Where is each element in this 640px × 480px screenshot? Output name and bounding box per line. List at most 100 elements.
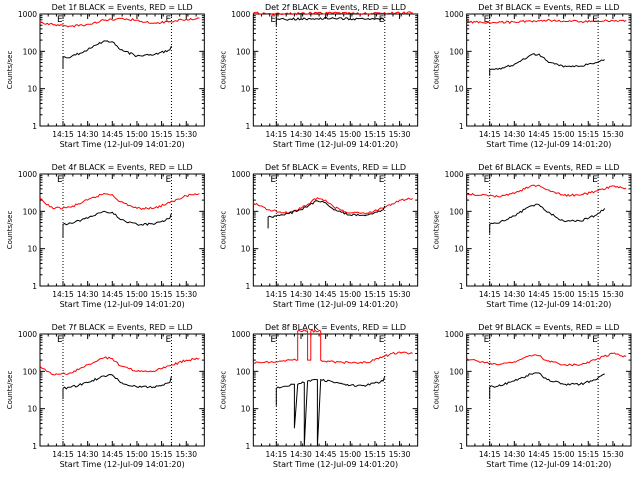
y-tick-label: 100 — [23, 367, 38, 376]
series-line-lld — [253, 11, 413, 16]
y-tick-label: 1 — [32, 282, 37, 291]
event-marker: E — [379, 335, 385, 345]
y-axis-label: Counts/sec — [433, 51, 441, 90]
y-axis-label: Counts/sec — [219, 371, 227, 410]
x-tick-label: 14:15 — [266, 450, 288, 459]
x-tick-label: 15:00 — [339, 450, 361, 459]
y-tick-label: 100 — [236, 207, 251, 216]
panel-title: Det 2f BLACK = Events, RED = LLD — [265, 3, 406, 12]
series-line-lld — [252, 197, 413, 215]
detector-panel-7: Det 7f BLACK = Events, RED = LLD 1 10 100 10… — [6, 323, 205, 469]
x-tick-label: 15:30 — [389, 450, 411, 459]
x-tick-label: 15:00 — [126, 450, 148, 459]
x-axis-label: Start Time (12-Jul-09 14:01:20) — [60, 140, 185, 149]
y-tick-label: 1 — [459, 282, 464, 291]
event-marker: E — [270, 15, 276, 25]
y-tick-label: 1000 — [18, 10, 37, 19]
x-tick-label: 14:45 — [315, 290, 337, 299]
panel-title: Det 8f BLACK = Events, RED = LLD — [265, 323, 406, 332]
detector-panel-3: Det 3f BLACK = Events, RED = LLD 1 10 100 10… — [433, 3, 632, 149]
x-axis-label: Start Time (12-Jul-09 14:01:20) — [273, 460, 398, 469]
x-tick-label: 14:45 — [528, 130, 550, 139]
event-marker: E — [379, 175, 385, 185]
detector-panel-4: Det 4f BLACK = Events, RED = LLD 1 10 100 10… — [6, 163, 205, 309]
panel-title: Det 7f BLACK = Events, RED = LLD — [52, 323, 193, 332]
event-marker: E — [270, 335, 276, 345]
x-tick-label: 15:30 — [602, 290, 624, 299]
panel-title: Det 6f BLACK = Events, RED = LLD — [478, 163, 619, 172]
x-tick-label: 14:30 — [504, 450, 526, 459]
x-tick-label: 14:30 — [290, 290, 312, 299]
detector-panel-1: Det 1f BLACK = Events, RED = LLD 1 10 100 10… — [6, 3, 205, 149]
y-axis-label: Counts/sec — [219, 51, 227, 90]
y-tick-label: 1000 — [445, 170, 464, 179]
y-tick-label: 1000 — [18, 330, 37, 339]
y-tick-label: 1 — [246, 442, 251, 451]
y-tick-label: 100 — [449, 367, 464, 376]
plot-frame — [466, 13, 632, 127]
x-axis-label: Start Time (12-Jul-09 14:01:20) — [273, 140, 398, 149]
series-line-events — [275, 375, 386, 447]
event-marker: E — [484, 175, 490, 185]
x-tick-label: 14:45 — [101, 290, 123, 299]
event-marker: E — [379, 15, 385, 25]
x-tick-label: 14:45 — [101, 130, 123, 139]
x-tick-label: 15:00 — [339, 290, 361, 299]
event-marker: E — [165, 335, 171, 345]
event-marker: E — [592, 15, 598, 25]
x-tick-label: 14:45 — [528, 450, 550, 459]
x-tick-label: 15:30 — [389, 130, 411, 139]
x-tick-label: 14:15 — [479, 290, 501, 299]
y-tick-label: 1 — [32, 122, 37, 131]
plot-frame — [252, 173, 419, 287]
y-tick-label: 100 — [449, 47, 464, 56]
x-tick-label: 15:15 — [151, 450, 173, 459]
plot-frame — [39, 333, 205, 447]
x-tick-label: 15:00 — [553, 130, 575, 139]
x-tick-label: 15:00 — [339, 130, 361, 139]
detector-panel-9: Det 9f BLACK = Events, RED = LLD 1 10 100 10… — [433, 323, 632, 469]
series-line-events — [275, 16, 386, 26]
detector-panel-5: Det 5f BLACK = Events, RED = LLD 1 10 100 10… — [219, 163, 419, 309]
panel-title: Det 3f BLACK = Events, RED = LLD — [478, 3, 619, 12]
x-tick-label: 14:15 — [266, 130, 288, 139]
event-marker: E — [57, 335, 63, 345]
event-marker: E — [484, 335, 490, 345]
x-tick-label: 14:15 — [266, 290, 288, 299]
x-tick-label: 14:30 — [77, 130, 99, 139]
plot-frame — [466, 173, 632, 287]
x-tick-label: 14:15 — [479, 450, 501, 459]
event-marker: E — [165, 175, 171, 185]
x-tick-label: 14:45 — [315, 450, 337, 459]
y-axis-label: Counts/sec — [433, 371, 441, 410]
y-tick-label: 100 — [449, 207, 464, 216]
series-line-lld — [39, 17, 200, 28]
x-tick-label: 14:30 — [77, 450, 99, 459]
y-tick-label: 1000 — [231, 330, 250, 339]
x-axis-label: Start Time (12-Jul-09 14:01:20) — [273, 300, 398, 309]
x-tick-label: 15:15 — [151, 130, 173, 139]
y-tick-label: 1000 — [18, 170, 37, 179]
x-axis-label: Start Time (12-Jul-09 14:01:20) — [486, 140, 611, 149]
y-tick-label: 10 — [27, 405, 37, 414]
x-tick-label: 15:00 — [553, 450, 575, 459]
x-tick-label: 15:15 — [364, 450, 386, 459]
y-tick-label: 10 — [27, 85, 37, 94]
x-axis-label: Start Time (12-Jul-09 14:01:20) — [60, 300, 185, 309]
y-axis-label: Counts/sec — [6, 211, 14, 250]
y-tick-label: 1 — [32, 442, 37, 451]
event-marker: E — [57, 175, 63, 185]
x-tick-label: 15:15 — [364, 290, 386, 299]
y-tick-label: 100 — [23, 47, 38, 56]
y-tick-label: 10 — [454, 245, 464, 254]
panel-title: Det 1f BLACK = Events, RED = LLD — [52, 3, 193, 12]
y-tick-label: 1 — [246, 282, 251, 291]
x-tick-label: 15:00 — [126, 290, 148, 299]
x-tick-label: 14:30 — [290, 450, 312, 459]
plot-frame — [39, 173, 205, 287]
y-tick-label: 10 — [241, 405, 251, 414]
y-tick-label: 10 — [241, 85, 251, 94]
series-line-events — [62, 40, 172, 69]
x-tick-label: 14:15 — [479, 130, 501, 139]
x-tick-label: 15:15 — [577, 450, 599, 459]
